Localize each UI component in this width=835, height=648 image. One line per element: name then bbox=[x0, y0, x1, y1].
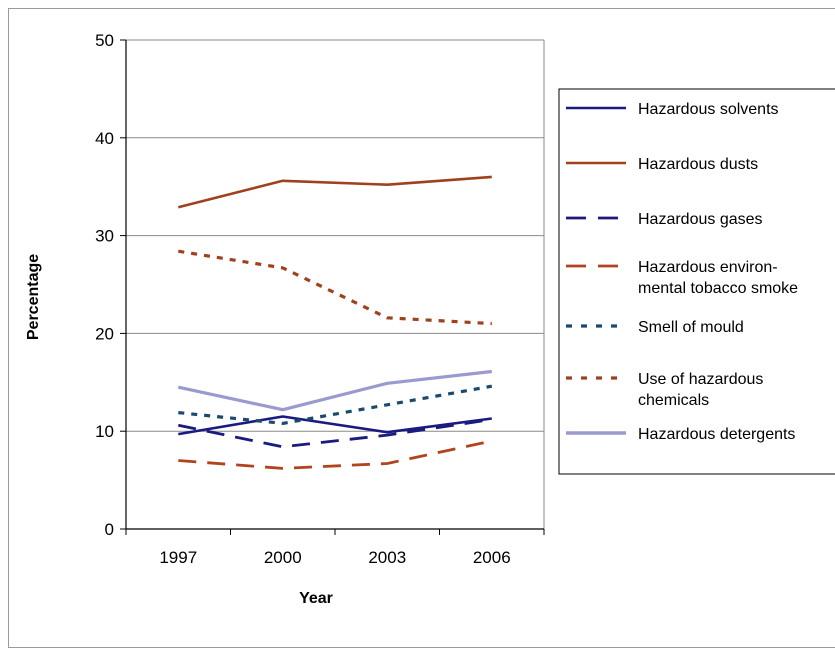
series-line-5 bbox=[178, 384, 493, 425]
series-line-3 bbox=[178, 418, 493, 449]
legend-label-5: Smell of mould bbox=[638, 319, 744, 336]
x-axis-title: Year bbox=[299, 590, 333, 607]
legend-label-7: Hazardous detergents bbox=[638, 426, 795, 443]
y-axis-title: Percentage bbox=[25, 254, 42, 340]
series-line-1 bbox=[178, 415, 492, 436]
series-line-7 bbox=[177, 369, 492, 412]
y-tick-label: 50 bbox=[95, 31, 114, 50]
y-tick-label: 30 bbox=[95, 227, 114, 246]
legend: Hazardous solvents Hazardous dusts Hazardo… bbox=[558, 88, 835, 475]
y-tick-label: 0 bbox=[105, 520, 114, 539]
series-line-6 bbox=[178, 249, 492, 326]
x-tick-label: 2003 bbox=[368, 548, 406, 567]
legend-box bbox=[558, 88, 835, 475]
legend-label-4: Hazardous environ- bbox=[638, 259, 778, 276]
series-line-4 bbox=[178, 439, 493, 470]
x-tick-label: 2000 bbox=[264, 548, 302, 567]
series-line-2 bbox=[177, 175, 492, 209]
gridlines bbox=[126, 39, 545, 529]
x-tick-label: 2006 bbox=[473, 548, 511, 567]
y-tick-label: 20 bbox=[95, 324, 114, 343]
y-tick-label: 10 bbox=[95, 422, 114, 441]
legend-label-4: mental tobacco smoke bbox=[638, 280, 798, 297]
axes bbox=[120, 39, 545, 535]
x-tick-label: 1997 bbox=[159, 548, 197, 567]
x-tick-labels: 1997 2000 2003 2006 bbox=[159, 548, 510, 567]
y-tick-label: 40 bbox=[95, 129, 114, 148]
series-lines bbox=[177, 175, 493, 470]
y-tick-labels: 0 10 20 30 40 50 bbox=[95, 31, 114, 539]
legend-label-6: chemicals bbox=[638, 392, 709, 409]
legend-label-3: Hazardous gases bbox=[638, 211, 763, 228]
legend-label-2: Hazardous dusts bbox=[638, 156, 758, 173]
legend-label-1: Hazardous solvents bbox=[638, 101, 779, 118]
legend-label-6: Use of hazardous bbox=[638, 371, 763, 388]
